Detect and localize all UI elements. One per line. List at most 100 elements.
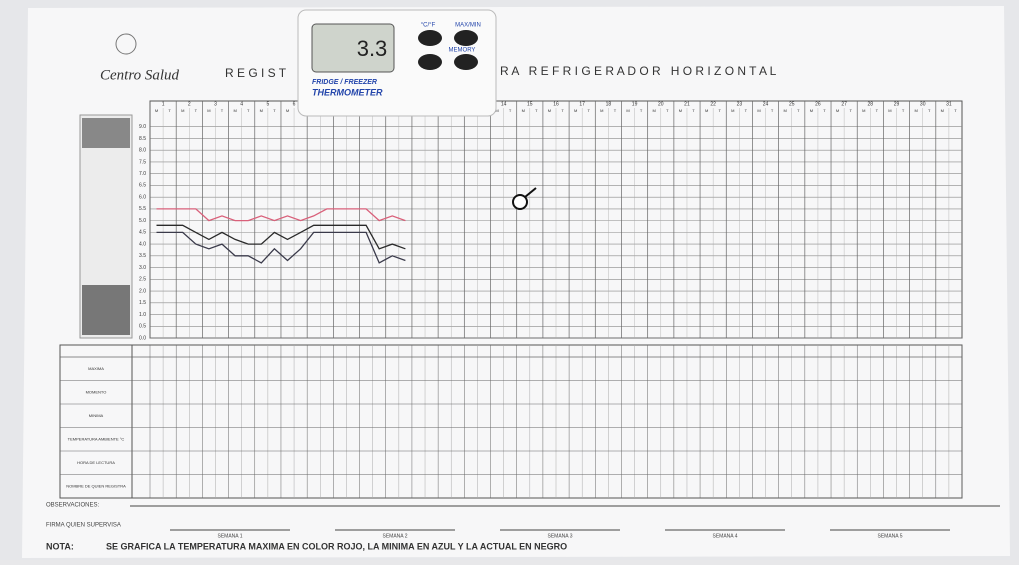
y-tick-label: 1.0: [139, 312, 146, 318]
zoom-circle[interactable]: [512, 194, 528, 210]
shift-label: T: [849, 108, 852, 113]
day-number: 19: [632, 101, 638, 107]
shift-label: T: [640, 108, 643, 113]
shift-label: M: [731, 108, 734, 113]
signature-label: FIRMA QUIEN SUPERVISA: [46, 523, 121, 529]
observations-label: OBSERVACIONES:: [46, 503, 99, 509]
button-label: MEMORY: [449, 48, 476, 54]
y-tick-label: 2.5: [139, 277, 146, 283]
shift-label: T: [745, 108, 748, 113]
y-tick-label: 2.0: [139, 288, 146, 294]
shift-label: M: [286, 108, 289, 113]
day-number: 31: [946, 101, 952, 107]
week-label: SEMANA 1: [217, 533, 242, 539]
lcd: [311, 23, 395, 73]
y-tick-label: 9.0: [139, 124, 146, 130]
note-label: NOTA:: [46, 541, 74, 551]
y-tick-label: 8.0: [139, 148, 146, 154]
shift-label: M: [574, 108, 577, 113]
lcd-reading: 3.3: [357, 36, 388, 61]
shift-label: T: [928, 108, 931, 113]
row-label: MAXIMA: [88, 366, 104, 371]
shift-label: T: [954, 108, 957, 113]
weeks: SEMANA 1 SEMANA 2 SEMANA 3 SEMANA 4 SEMANA 5: [170, 529, 950, 539]
shift-label: M: [260, 108, 263, 113]
button[interactable]: [454, 30, 478, 46]
week-label: SEMANA 2: [382, 533, 407, 539]
y-tick-label: 7.5: [139, 159, 146, 165]
day-number: 20: [658, 101, 664, 107]
shift-label: M: [181, 108, 184, 113]
button-label: MAX/MIN: [455, 23, 481, 29]
temperature-line: [156, 208, 406, 222]
zoom-icon[interactable]: [512, 187, 537, 210]
y-tick-label: 1.5: [139, 300, 146, 306]
shift-label: M: [810, 108, 813, 113]
title-right: R A R E F R I G E R A D O R H O R I Z O …: [500, 64, 777, 78]
zoom-handle[interactable]: [524, 187, 537, 198]
shift-label: T: [718, 108, 721, 113]
table: MAXIMA MOMENTO MINIMA TEMPERATURA AMBIENTE …: [59, 344, 963, 499]
day-number: 2: [188, 101, 191, 107]
thermometer: 3.3 °C/°F MAX/MIN MEMORY FRIDGE / FREEZE…: [297, 9, 497, 117]
day-number: 21: [684, 101, 690, 107]
brand: THERMOMETER: [312, 87, 383, 97]
shift-label: T: [535, 108, 538, 113]
button[interactable]: [418, 30, 442, 46]
shift-label: M: [207, 108, 210, 113]
shift-label: M: [914, 108, 917, 113]
shift-label: T: [221, 108, 224, 113]
shift-label: T: [797, 108, 800, 113]
day-number: 30: [920, 101, 926, 107]
shift-label: M: [757, 108, 760, 113]
day-number: 24: [763, 101, 769, 107]
row-label: NOMBRE DE QUIEN REGISTRA: [66, 483, 126, 488]
y-tick-label: 4.0: [139, 241, 146, 247]
day-number: 22: [710, 101, 716, 107]
shift-label: M: [626, 108, 629, 113]
shift-label: T: [588, 108, 591, 113]
shift-label: T: [771, 108, 774, 113]
shift-label: T: [902, 108, 905, 113]
button[interactable]: [454, 54, 478, 70]
y-tick-label: 5.0: [139, 218, 146, 224]
week-label: SEMANA 5: [877, 533, 902, 539]
day-number: 3: [214, 101, 217, 107]
shift-label: T: [692, 108, 695, 113]
shift-label: M: [679, 108, 682, 113]
button[interactable]: [418, 54, 442, 70]
y-tick-label: 3.5: [139, 253, 146, 259]
y-tick-label: 8.5: [139, 136, 146, 142]
day-number: 26: [815, 101, 821, 107]
shift-label: M: [522, 108, 525, 113]
shift-label: T: [561, 108, 564, 113]
row-label: MOMENTO: [86, 389, 107, 394]
day-number: 1: [162, 101, 165, 107]
row-label: TEMPERATURA AMBIENTE °C: [68, 436, 125, 441]
day-number: 15: [527, 101, 533, 107]
shift-label: M: [155, 108, 158, 113]
shift-label: M: [600, 108, 603, 113]
week-label: SEMANA 4: [712, 533, 737, 539]
shift-label: M: [653, 108, 656, 113]
day-number: 16: [553, 101, 559, 107]
shift-label: T: [273, 108, 276, 113]
row-label: MINIMA: [89, 413, 104, 418]
shift-label: M: [836, 108, 839, 113]
day-number: 23: [737, 101, 743, 107]
side-block: [82, 285, 130, 335]
shift-label: M: [548, 108, 551, 113]
shift-label: T: [876, 108, 879, 113]
y-tick-label: 6.0: [139, 194, 146, 200]
row-label: HORA DE LECTURA: [77, 460, 115, 465]
shift-label: M: [495, 108, 498, 113]
temperature-line: [156, 224, 406, 250]
day-number: 14: [501, 101, 507, 107]
y-tick-label: 0.0: [139, 335, 146, 341]
day-number: 29: [894, 101, 900, 107]
day-number: 4: [240, 101, 243, 107]
note: SE GRAFICA LA TEMPERATURA MAXIMA EN COLO…: [106, 541, 567, 551]
y-tick-label: 5.5: [139, 206, 146, 212]
chart: 9.0 8.5 8.0 7.5 7.0 6.5 6.0 5.5 5.0 4.5 4.0 3.5 3.0 2…: [79, 100, 963, 341]
